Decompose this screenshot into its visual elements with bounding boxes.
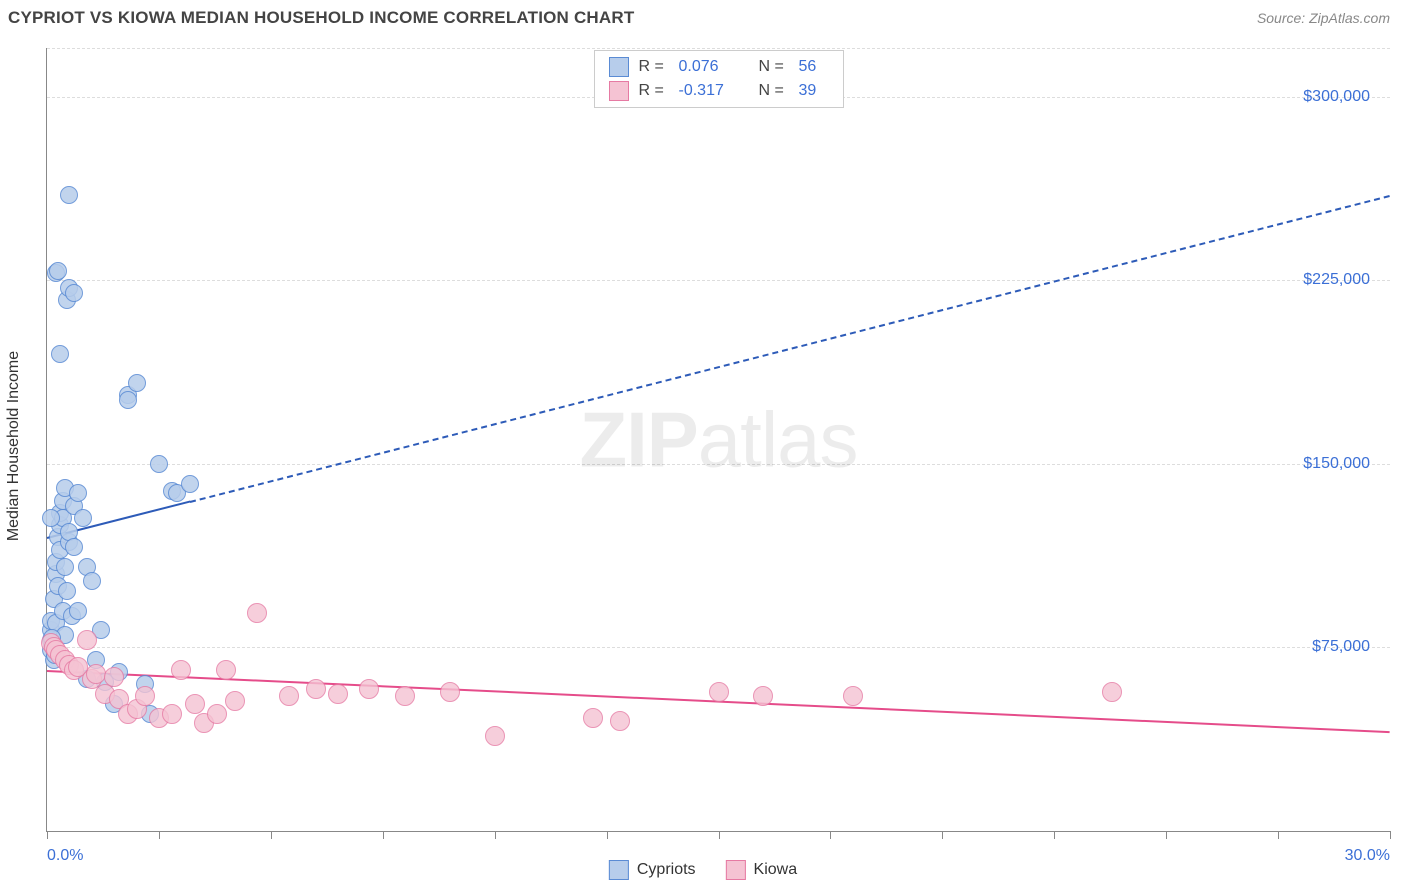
data-point [65,538,83,556]
data-point [150,455,168,473]
data-point [58,582,76,600]
y-axis-label: Median Household Income [5,351,23,541]
data-point [843,686,863,706]
legend-label: Kiowa [754,861,798,879]
data-point [247,603,267,623]
r-label: R = [639,82,669,100]
source-label: Source: ZipAtlas.com [1257,10,1390,26]
data-point [56,558,74,576]
data-point [485,726,505,746]
r-value: -0.317 [679,82,749,100]
y-tick-label: $75,000 [1312,638,1370,656]
x-tick [47,831,48,839]
legend-swatch [726,860,746,880]
x-tick-label: 30.0% [1345,847,1390,865]
data-point [51,345,69,363]
data-point [77,630,97,650]
data-point [135,686,155,706]
gridline [47,280,1390,281]
gridline [47,647,1390,648]
data-point [60,186,78,204]
data-point [128,374,146,392]
data-point [583,708,603,728]
watermark: ZIPatlas [579,394,857,485]
data-point [709,682,729,702]
x-tick [271,831,272,839]
gridline [47,48,1390,49]
x-tick [942,831,943,839]
x-tick [1166,831,1167,839]
x-tick [607,831,608,839]
series-legend: Cypriots Kiowa [609,860,797,880]
data-point [83,572,101,590]
x-tick [1390,831,1391,839]
data-point [1102,682,1122,702]
legend-item: Kiowa [726,860,798,880]
data-point [440,682,460,702]
r-value: 0.076 [679,58,749,76]
legend-swatch [609,57,629,77]
data-point [207,704,227,724]
data-point [69,602,87,620]
data-point [395,686,415,706]
n-value: 56 [799,58,829,76]
data-point [185,694,205,714]
y-tick-label: $150,000 [1303,455,1370,473]
chart-title: CYPRIOT VS KIOWA MEDIAN HOUSEHOLD INCOME… [8,8,634,28]
x-tick [383,831,384,839]
x-tick [495,831,496,839]
n-value: 39 [799,82,829,100]
header: CYPRIOT VS KIOWA MEDIAN HOUSEHOLD INCOME… [0,0,1406,32]
legend-item: Cypriots [609,860,696,880]
data-point [69,484,87,502]
legend-row: R = -0.317 N = 39 [595,79,843,103]
n-label: N = [759,58,789,76]
legend-label: Cypriots [637,861,696,879]
x-tick [159,831,160,839]
x-tick [1054,831,1055,839]
data-point [328,684,348,704]
x-tick-label: 0.0% [47,847,83,865]
data-point [753,686,773,706]
data-point [104,667,124,687]
legend-row: R = 0.076 N = 56 [595,55,843,79]
data-point [119,391,137,409]
data-point [279,686,299,706]
data-point [74,509,92,527]
data-point [181,475,199,493]
n-label: N = [759,82,789,100]
data-point [162,704,182,724]
data-point [359,679,379,699]
x-tick [1278,831,1279,839]
data-point [225,691,245,711]
data-point [171,660,191,680]
data-point [306,679,326,699]
legend-swatch [609,860,629,880]
data-point [86,664,106,684]
x-tick [830,831,831,839]
data-point [42,509,60,527]
y-tick-label: $225,000 [1303,271,1370,289]
y-tick-label: $300,000 [1303,88,1370,106]
data-point [65,284,83,302]
data-point [610,711,630,731]
chart-area: ZIPatlas R = 0.076 N = 56 R = -0.317 N = 39 $75… [46,48,1390,832]
legend-swatch [609,81,629,101]
x-tick [719,831,720,839]
data-point [216,660,236,680]
correlation-legend: R = 0.076 N = 56 R = -0.317 N = 39 [594,50,844,108]
r-label: R = [639,58,669,76]
trend-line [190,195,1390,503]
gridline [47,464,1390,465]
data-point [49,262,67,280]
